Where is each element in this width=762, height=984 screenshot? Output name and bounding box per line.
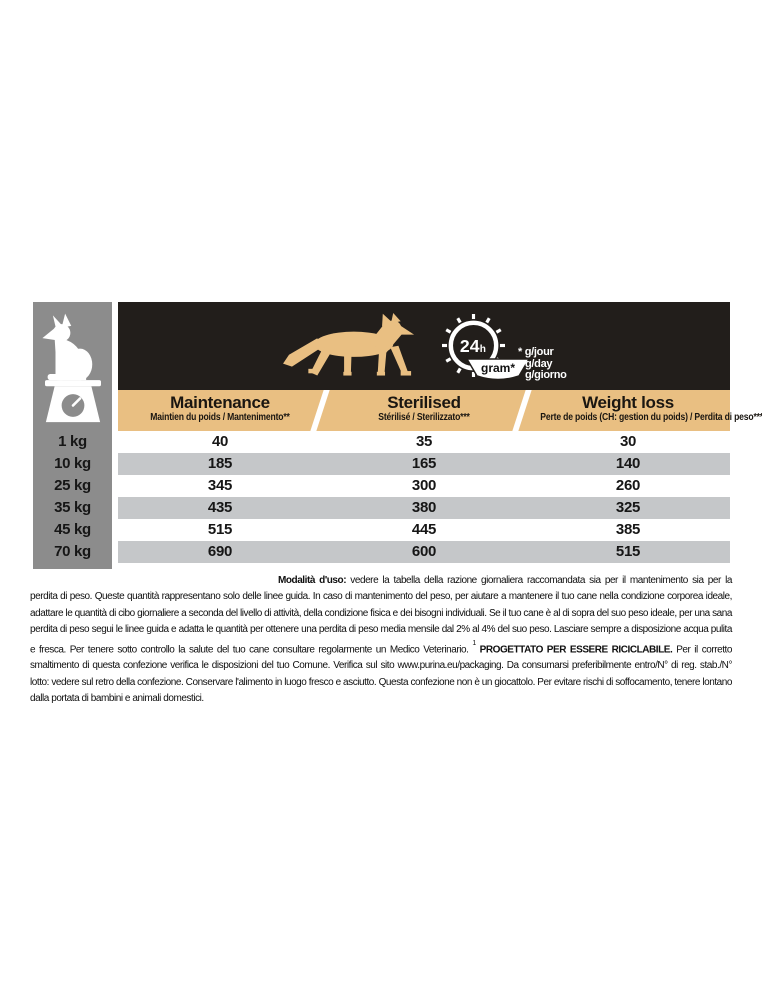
column-header-weight-loss: Weight loss Perte de poids (CH: gestion …: [526, 390, 762, 431]
unit-line: g/day: [525, 357, 553, 370]
ration-value: 445: [411, 521, 437, 538]
weight-label: 10 kg: [54, 455, 91, 472]
table-row: 40 35 30: [118, 431, 730, 453]
ration-value: 30: [619, 433, 637, 450]
ration-table: 40 35 30 185 165 140 345 300 260 435 380…: [118, 431, 730, 563]
usage-instructions: Modalità d'uso: vedere la tabella della …: [30, 573, 732, 708]
usage-label: Modalità d'uso:: [278, 575, 347, 586]
column-header-maintenance: Maintenance Maintien du poids / Mantenim…: [118, 390, 322, 431]
column-subtitle: Stérilisé / Sterilizzato***: [378, 412, 470, 423]
table-row: 515 445 385: [118, 519, 730, 541]
ration-value: 380: [411, 499, 437, 516]
ration-value: 140: [615, 455, 641, 472]
ration-value: 385: [615, 521, 641, 538]
weight-label: 35 kg: [54, 499, 91, 516]
dog-on-scale-icon: [33, 302, 112, 430]
unit-line: g/giorno: [525, 369, 567, 381]
ration-value: 325: [615, 499, 641, 516]
weight-column: 1 kg 10 kg 25 kg 35 kg 45 kg 70 kg: [33, 302, 112, 569]
bowl-gram-label: gram*: [481, 361, 515, 375]
unit-line: * g/jour: [518, 346, 554, 358]
weight-label: 1 kg: [58, 433, 87, 450]
table-row: 185 165 140: [118, 453, 730, 475]
usage-body-1: vedere la tabella della razione giornali…: [30, 575, 732, 655]
usage-body-2: Per il corretto smaltimento di questa co…: [30, 643, 732, 705]
ration-value: 35: [415, 433, 433, 450]
walking-dog-icon: [281, 313, 431, 385]
column-header-sterilised: Sterilised Stérilisé / Sterilizzato***: [322, 390, 526, 431]
weight-label: 25 kg: [54, 477, 91, 494]
clock-24-label: 24: [460, 336, 480, 356]
ration-value: 515: [207, 521, 233, 538]
daily-unit-legend: * g/jour g/day g/giorno: [518, 346, 567, 382]
column-title: Maintenance: [170, 393, 270, 412]
weight-labels: 1 kg 10 kg 25 kg 35 kg 45 kg 70 kg: [33, 431, 112, 563]
column-title: Sterilised: [387, 393, 461, 412]
ration-value: 185: [207, 455, 233, 472]
ration-value: 165: [411, 455, 437, 472]
ration-value: 690: [207, 543, 233, 560]
weight-label: 70 kg: [54, 543, 91, 560]
ration-value: 260: [615, 477, 641, 494]
ration-value: 40: [211, 433, 229, 450]
header-banner: 24 h gram* * g/jour g/day g/giorno: [118, 302, 730, 390]
column-title: Weight loss: [582, 393, 674, 412]
ration-value: 600: [411, 543, 437, 560]
weight-label: 45 kg: [54, 521, 91, 538]
ration-value: 435: [207, 499, 233, 516]
table-row: 690 600 515: [118, 541, 730, 563]
table-row: 435 380 325: [118, 497, 730, 519]
column-subtitle: Maintien du poids / Mantenimento**: [150, 412, 290, 423]
ration-value: 515: [615, 543, 641, 560]
column-header-band: Maintenance Maintien du poids / Mantenim…: [118, 390, 762, 431]
food-bowl-icon: gram*: [465, 358, 531, 389]
table-row: 345 300 260: [118, 475, 730, 497]
ration-value: 300: [411, 477, 437, 494]
ration-value: 345: [207, 477, 233, 494]
recycle-footnote-marker: 1: [472, 639, 476, 647]
clock-h-label: h: [480, 344, 486, 355]
recycle-statement: PROGETTATO PER ESSERE RICICLABILE.: [475, 643, 673, 655]
column-subtitle: Perte de poids (CH: gestion du poids) / …: [540, 412, 762, 423]
